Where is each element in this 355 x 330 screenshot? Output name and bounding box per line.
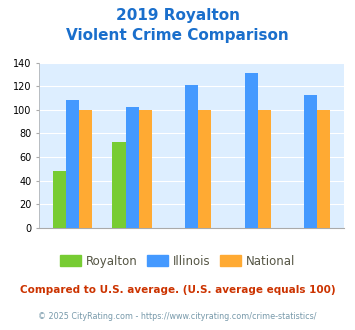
Bar	[113, 142, 126, 228]
Text: Compared to U.S. average. (U.S. average equals 100): Compared to U.S. average. (U.S. average …	[20, 285, 335, 295]
Bar	[317, 110, 331, 228]
Bar	[198, 110, 211, 228]
Bar	[245, 73, 258, 228]
Bar	[304, 94, 317, 228]
Bar	[66, 100, 79, 228]
Bar	[53, 171, 66, 228]
Legend: Royalton, Illinois, National: Royalton, Illinois, National	[55, 250, 300, 273]
Bar	[126, 108, 139, 228]
Text: Violent Crime Comparison: Violent Crime Comparison	[66, 28, 289, 43]
Bar	[258, 110, 271, 228]
Bar	[139, 110, 152, 228]
Text: © 2025 CityRating.com - https://www.cityrating.com/crime-statistics/: © 2025 CityRating.com - https://www.city…	[38, 312, 317, 321]
Bar	[79, 110, 92, 228]
Bar	[185, 85, 198, 228]
Text: 2019 Royalton: 2019 Royalton	[115, 8, 240, 23]
